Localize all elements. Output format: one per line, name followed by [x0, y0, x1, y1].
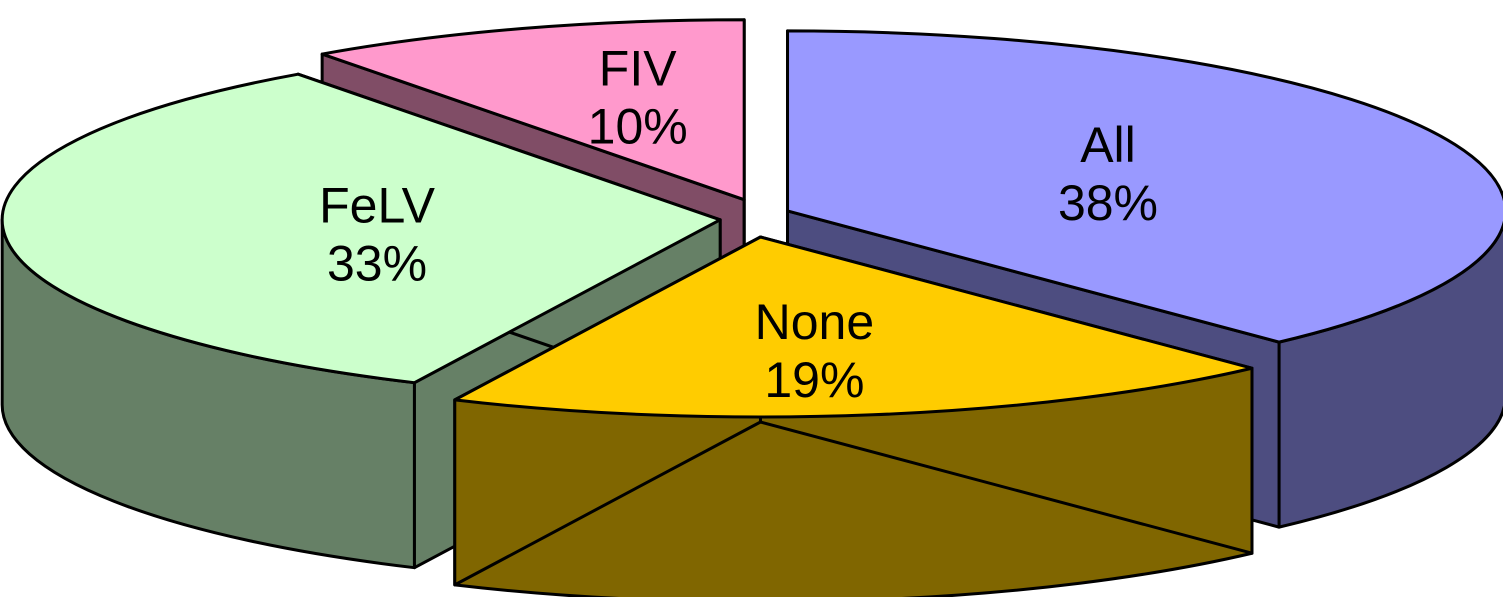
slice-percent-felv: 33% [327, 235, 427, 291]
slice-percent-fiv: 10% [588, 99, 688, 155]
slice-felv [0, 72, 722, 385]
slice-percent-all: 38% [1058, 175, 1158, 231]
slice-name-none: None [755, 294, 875, 350]
slice-label-fiv: FIV 10% [588, 41, 688, 155]
slice-fiv [320, 18, 746, 202]
slice-label-none: None 19% [755, 294, 875, 408]
slice-label-all: All 38% [1058, 117, 1158, 231]
slice-name-all: All [1080, 117, 1136, 173]
slice-percent-none: 19% [764, 352, 864, 408]
slice-none [453, 235, 1254, 419]
slice-name-fiv: FIV [599, 41, 677, 97]
slice-labels: All 38% None 19% FeLV 33% FIV 10% [319, 41, 1158, 409]
slice-tops [0, 18, 1503, 419]
slice-label-felv: FeLV 33% [319, 177, 435, 291]
slice-all [786, 29, 1503, 344]
slice-name-felv: FeLV [319, 177, 435, 233]
